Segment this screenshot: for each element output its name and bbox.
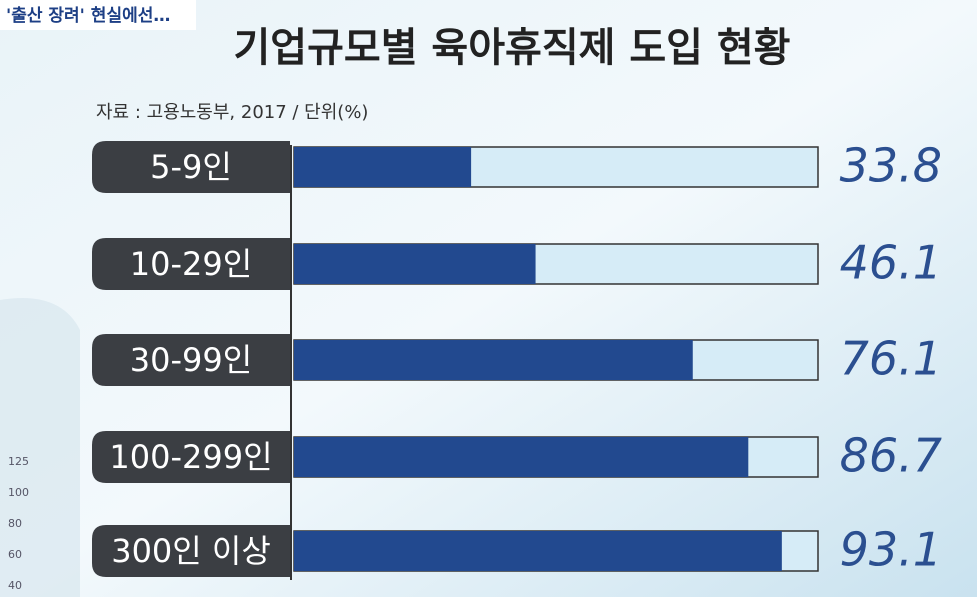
- category-pill: [92, 431, 290, 483]
- bar: [294, 340, 693, 380]
- tag-box: [0, 0, 196, 30]
- bar: [294, 437, 749, 477]
- tag: '출산 장려' 현실에선…: [6, 6, 170, 26]
- bottle-marking: 40: [8, 579, 22, 592]
- value-label: 33.8: [840, 139, 942, 193]
- bar: [294, 147, 472, 187]
- bar: [294, 531, 782, 571]
- y-tick-label: 300인 이상: [111, 532, 271, 570]
- bottle-marking: 60: [8, 548, 22, 561]
- chart-title: 기업규모별 육아휴직제 도입 현황: [234, 25, 791, 71]
- category-pill: [92, 334, 290, 386]
- value-label: 86.7: [840, 429, 942, 483]
- category-pill: [92, 238, 290, 290]
- bottle-marking: 125: [8, 455, 29, 468]
- y-tick-label: 10-29인: [130, 245, 252, 283]
- value-label: 76.1: [840, 332, 942, 386]
- y-tick-label: 30-99인: [130, 341, 252, 379]
- category-pill: [92, 141, 290, 193]
- y-tick-label: 5-9인: [150, 148, 232, 186]
- y-tick-label: 100-299인: [109, 438, 272, 476]
- chart-subtitle: 자료 : 고용노동부, 2017 / 단위(%): [96, 102, 368, 123]
- bottle-marking: 80: [8, 517, 22, 530]
- value-label: 93.1: [840, 523, 942, 577]
- category-pill: [92, 525, 290, 577]
- bottle: [0, 298, 80, 597]
- bar: [294, 244, 536, 284]
- value-label: 46.1: [840, 236, 942, 290]
- bottle-marking: 100: [8, 486, 29, 499]
